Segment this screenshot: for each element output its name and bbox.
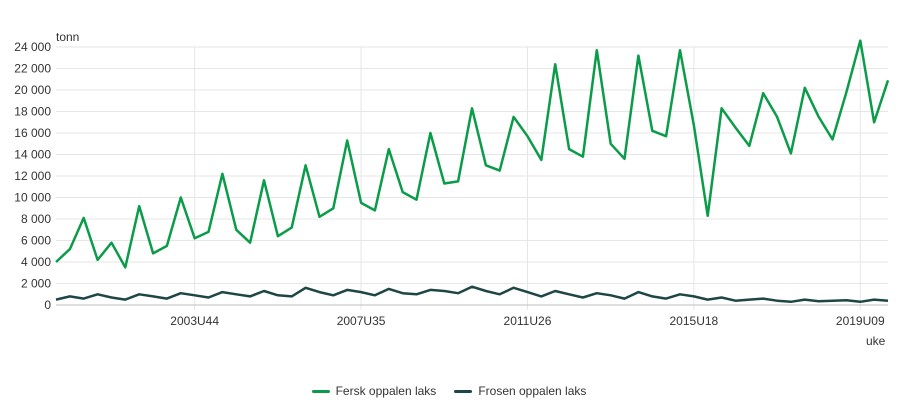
y-tick-label: 18 000	[14, 105, 51, 119]
y-tick-label: 16 000	[14, 126, 51, 140]
y-axis-ticks: 0 2 000 4 000 6 000 8 000 10 000 12 000 14 000 1…	[14, 40, 51, 312]
y-tick-label: 12 000	[14, 169, 51, 183]
legend: Fersk oppalen laks Frosen oppalen laks	[0, 384, 898, 398]
y-tick-label: 8 000	[21, 212, 51, 226]
x-tick-label: 2003U44	[170, 314, 219, 328]
x-tick-label: 2011U26	[504, 314, 552, 328]
legend-swatch-fersk	[311, 389, 330, 393]
y-tick-label: 0	[44, 298, 51, 312]
x-axis-ticks: 2003U44 2007U35 2011U26 2015U18 2019U09	[170, 314, 885, 328]
x-tick-label: 2019U09	[836, 314, 885, 328]
y-tick-label: 24 000	[14, 40, 51, 54]
legend-item-fersk[interactable]: Fersk oppalen laks	[311, 384, 437, 398]
y-axis-unit-label: tonn	[56, 30, 79, 44]
series-line-fersk	[55, 39, 890, 269]
y-tick-label: 20 000	[14, 83, 51, 97]
x-axis-unit-label: uke	[866, 334, 886, 348]
y-tick-label: 22 000	[14, 62, 51, 76]
legend-label-frosen: Frosen oppalen laks	[478, 384, 587, 398]
y-tick-label: 14 000	[14, 148, 51, 162]
legend-swatch-frosen	[454, 389, 473, 393]
y-tick-label: 6 000	[21, 234, 51, 248]
gridlines	[56, 46, 888, 310]
y-tick-label: 10 000	[14, 191, 51, 205]
x-tick-label: 2007U35	[337, 314, 386, 328]
x-tick-label: 2015U18	[670, 314, 719, 328]
legend-item-frosen[interactable]: Frosen oppalen laks	[454, 384, 586, 398]
series-line-frosen	[55, 285, 889, 304]
series-lines	[55, 39, 890, 304]
y-tick-label: 2 000	[21, 277, 51, 291]
legend-label-fersk: Fersk oppalen laks	[335, 384, 437, 398]
y-tick-label: 4 000	[21, 255, 51, 269]
